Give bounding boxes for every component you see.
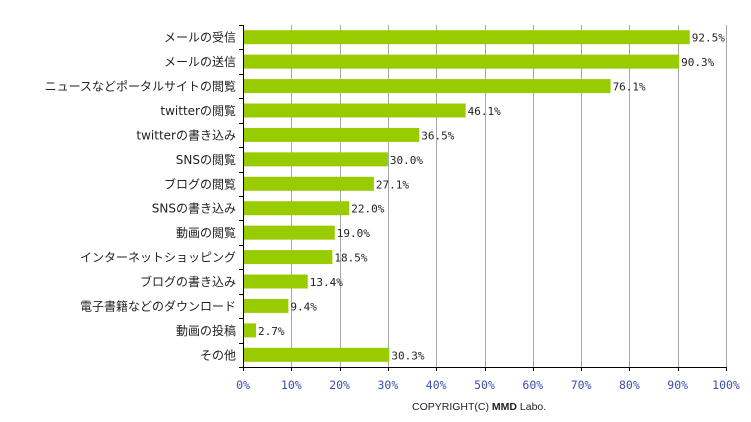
bar-1 <box>244 54 680 69</box>
grid-lines <box>291 25 727 367</box>
value-label-13: 30.3% <box>391 349 424 362</box>
value-label-7: 22.0% <box>351 203 384 216</box>
value-label-9: 18.5% <box>334 252 367 265</box>
category-label-6: ブログの閲覧 <box>164 176 236 191</box>
bar-0 <box>244 30 690 45</box>
value-label-6: 27.1% <box>376 178 409 191</box>
category-label-0: メールの受信 <box>164 31 236 45</box>
category-label-12: 動画の投稿 <box>176 323 236 338</box>
category-label-10: ブログの書き込み <box>140 274 236 289</box>
category-label-2: ニュースなどポータルサイトの閲覧 <box>45 80 236 94</box>
value-label-10: 13.4% <box>310 276 343 289</box>
category-label-1: メールの送信 <box>164 54 236 69</box>
value-label-8: 19.0% <box>337 227 370 240</box>
category-label-4: twitterの書き込み <box>136 128 236 142</box>
x-tick-label-10: 10% <box>281 378 302 392</box>
bar-9 <box>244 250 333 265</box>
copyright-suffix: Labo. <box>517 401 546 413</box>
copyright-brand: MMD <box>492 401 517 413</box>
bar-13 <box>244 347 390 362</box>
x-tick-label-80: 80% <box>619 378 640 392</box>
category-label-7: SNSの書き込み <box>152 202 236 216</box>
value-label-3: 46.1% <box>468 105 501 118</box>
bar-11 <box>244 298 289 313</box>
bar-6 <box>244 176 374 191</box>
x-tick-label-100: 100% <box>712 378 740 392</box>
x-tick-label-40: 40% <box>426 378 447 392</box>
value-label-5: 30.0% <box>390 154 423 167</box>
x-tick-label-0: 0% <box>236 378 250 392</box>
x-tick-labels: 0% 10% 20% 30% 40% 50% 60% 70% 80% 90% 100% <box>236 378 740 392</box>
bar-4 <box>244 127 420 142</box>
copyright-prefix: COPYRIGHT(C) <box>412 401 492 413</box>
category-label-5: SNSの閲覧 <box>176 153 236 167</box>
category-label-8: 動画の閲覧 <box>176 226 236 240</box>
bar-3 <box>244 103 466 118</box>
value-label-12: 2.7% <box>258 325 285 338</box>
value-labels: 92.5% 90.3% 76.1% 46.1% 36.5% 30.0% 27.1% 22.0%… <box>258 32 725 363</box>
bar-10 <box>244 274 308 289</box>
category-label-11: 電子書籍などのダウンロード <box>80 298 236 313</box>
x-tick-label-60: 60% <box>522 378 543 392</box>
category-label-13: その他 <box>200 348 236 362</box>
bar-7 <box>244 201 350 216</box>
bars <box>244 30 690 362</box>
value-label-4: 36.5% <box>421 129 454 142</box>
value-label-0: 92.5% <box>692 32 725 45</box>
bar-2 <box>244 79 611 94</box>
bar-12 <box>244 323 257 338</box>
category-label-3: twitterの閲覧 <box>160 104 236 118</box>
x-tick-label-20: 20% <box>329 378 350 392</box>
x-tick-label-70: 70% <box>571 378 592 392</box>
copyright-notice: COPYRIGHT(C) MMD Labo. <box>412 401 546 413</box>
bar-5 <box>244 152 388 167</box>
value-label-1: 90.3% <box>681 56 714 69</box>
bar-8 <box>244 225 335 240</box>
x-tick-label-30: 30% <box>378 378 399 392</box>
value-label-11: 9.4% <box>290 300 317 313</box>
x-tick-label-90: 90% <box>667 378 688 392</box>
value-label-2: 76.1% <box>613 81 646 94</box>
x-tick-label-50: 50% <box>474 378 495 392</box>
category-label-9: インターネットショッピング <box>80 251 236 265</box>
axes <box>239 25 727 371</box>
